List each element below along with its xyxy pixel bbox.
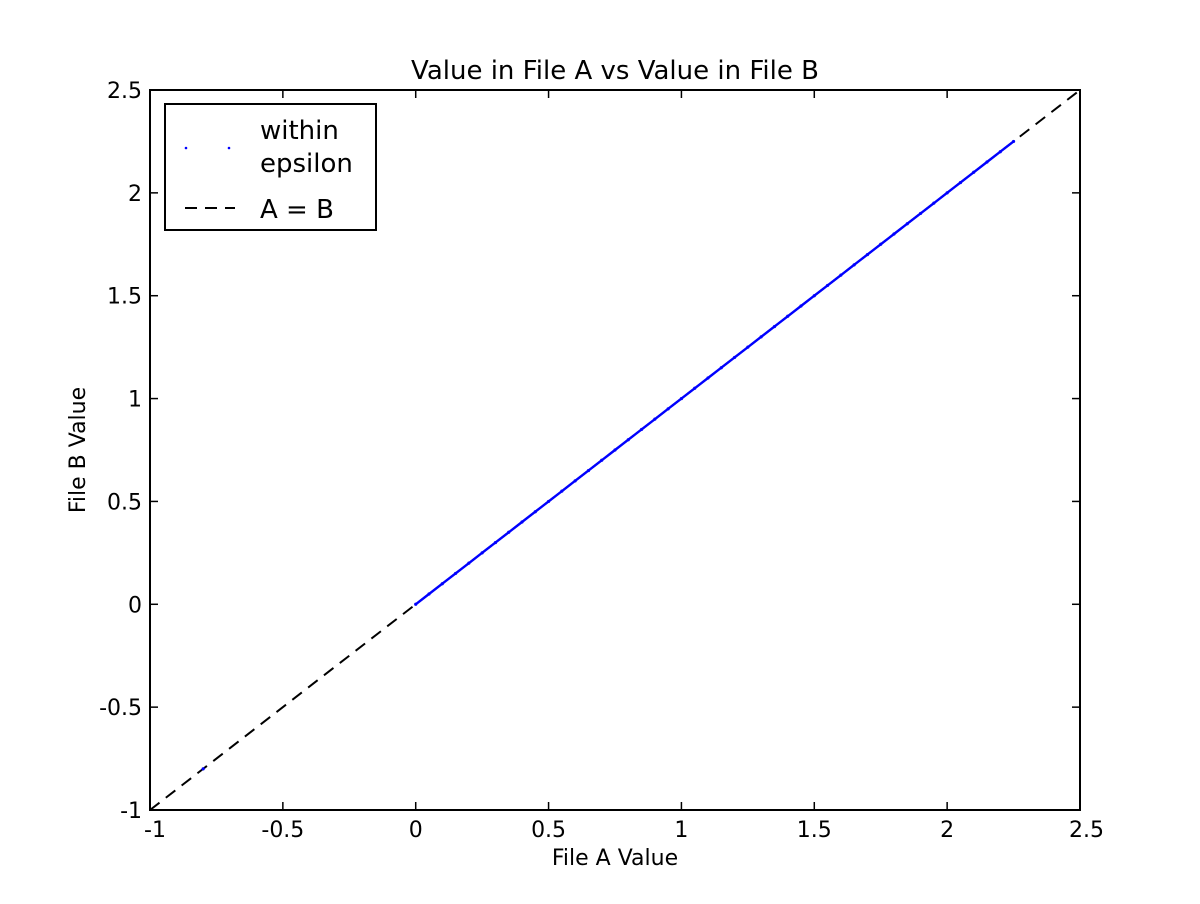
data-point-cluster — [946, 181, 962, 194]
x-tick-label: 2 — [940, 818, 954, 843]
x-tick-label: 1 — [674, 818, 688, 843]
data-point-cluster — [747, 335, 762, 349]
x-tick-labels: -1 -0.5 0 0.5 1 1.5 2 2.5 — [144, 818, 1104, 843]
data-point-cluster — [906, 212, 922, 225]
y-axis-label: File B Value — [66, 387, 91, 513]
data-point-cluster — [441, 572, 457, 585]
data-point-cluster — [786, 305, 802, 318]
data-point-cluster — [468, 551, 483, 565]
legend-label-a-equals-b: A = B — [260, 195, 334, 225]
data-point-cluster — [840, 263, 855, 277]
data-point-cluster — [999, 140, 1015, 153]
y-tick-label: -1 — [120, 799, 142, 824]
data-point-cluster — [574, 469, 590, 482]
y-tick-label: 2.5 — [107, 79, 142, 104]
data-point-cluster — [414, 593, 430, 606]
chart-title: Value in File A vs Value in File B — [411, 56, 819, 86]
legend-marker-point-left — [184, 146, 188, 150]
x-tick-label: 0.5 — [531, 818, 566, 843]
y-tick-label: 0 — [128, 593, 142, 618]
data-point-cluster — [826, 274, 842, 287]
data-point-cluster — [972, 161, 988, 174]
y-tick-label: 1 — [128, 388, 142, 413]
data-point-cluster — [494, 531, 510, 544]
series-layer — [149, 89, 1081, 811]
data-point-cluster — [733, 346, 749, 359]
legend-label-within: within — [260, 116, 339, 146]
data-point-cluster — [481, 541, 497, 554]
data-point-cluster — [614, 438, 630, 451]
y-tick-labels: -1 -0.5 0 0.5 1 1.5 2 2.5 — [99, 79, 142, 824]
x-axis-label: File A Value — [552, 846, 678, 871]
data-point-cluster — [879, 233, 895, 246]
data-point-cluster — [600, 449, 616, 462]
x-tick-label: -1 — [144, 818, 166, 843]
axes-frame — [149, 89, 1081, 811]
data-point-cluster — [547, 490, 563, 503]
legend-box — [164, 103, 377, 231]
data-point-cluster — [454, 562, 470, 575]
data-point-cluster — [720, 356, 736, 369]
data-point-cluster — [507, 521, 523, 534]
data-point-cluster — [534, 500, 550, 513]
data-point-cluster — [933, 191, 948, 205]
legend-label-epsilon: epsilon — [260, 149, 353, 179]
data-point-cluster — [893, 222, 909, 235]
ticks-layer — [149, 89, 1081, 811]
data-point-cluster — [760, 325, 776, 338]
plot-area — [149, 89, 1081, 811]
data-point-cluster — [428, 582, 444, 595]
legend-marker-point-right — [227, 146, 231, 150]
data-point-cluster — [800, 294, 816, 307]
y-tick-label: 0.5 — [107, 490, 142, 515]
x-tick-label: 0 — [409, 818, 423, 843]
x-tick-label: 2.5 — [1069, 818, 1104, 843]
x-tick-label: 1.5 — [797, 818, 832, 843]
legend: within epsilon A = B — [164, 103, 377, 231]
data-point-cluster — [667, 397, 683, 410]
y-tick-label: 2 — [128, 182, 142, 207]
data-point-cluster — [627, 428, 643, 441]
y-tick-label: -0.5 — [99, 696, 142, 721]
data-point-cluster — [853, 253, 869, 266]
data-point-cluster — [959, 171, 975, 184]
data-point-cluster — [693, 377, 709, 390]
data-point-cluster — [640, 418, 656, 431]
data-point-cluster — [561, 479, 576, 493]
data-point-cluster — [587, 459, 603, 472]
data-point-cluster — [773, 315, 789, 328]
data-point-cluster — [680, 387, 696, 400]
data-point-cluster — [654, 407, 669, 421]
data-point-cluster — [707, 366, 723, 379]
data-point-cluster — [986, 150, 1002, 163]
data-point-cluster — [919, 202, 935, 215]
x-tick-label: -0.5 — [261, 818, 304, 843]
data-point-cluster — [813, 284, 829, 297]
data-point-cluster — [866, 243, 882, 256]
y-tick-label: 1.5 — [107, 285, 142, 310]
data-point — [201, 767, 205, 771]
data-point-cluster — [521, 510, 537, 523]
